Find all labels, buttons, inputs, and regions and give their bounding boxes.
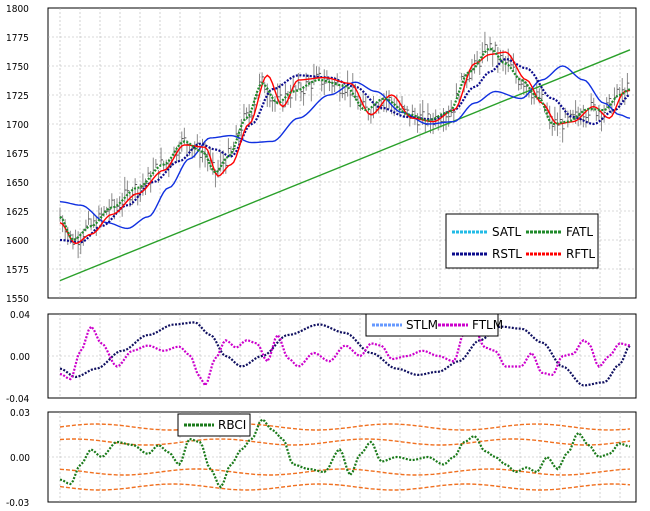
- rbci-band-line: [59, 438, 631, 446]
- rbci-gridlines: [48, 412, 636, 502]
- stlm-slow-line: [59, 321, 631, 387]
- legend-label-satl: SATL: [492, 225, 521, 239]
- stlm-ftlm-series: [59, 321, 631, 388]
- stlm-tick-label: 0.04: [10, 310, 30, 321]
- price-series: [59, 47, 631, 282]
- stlm-tick-label: -0.04: [6, 394, 30, 405]
- rbci-band-line: [59, 483, 631, 491]
- legend-box: [365, 313, 499, 337]
- rbci-tick-label: 0.00: [10, 453, 30, 464]
- legend-label-rstl: RSTL: [492, 247, 522, 261]
- rbci-series: [59, 418, 631, 491]
- price-panel: 1800 1775 1750 1725 1700 1675 1650 1625 …: [6, 4, 637, 305]
- rbci-tick-label: 0.03: [10, 408, 30, 419]
- price-tick-label: 1575: [6, 265, 29, 276]
- rftl-line: [59, 51, 631, 245]
- rbci-line: [59, 418, 631, 489]
- legend-label-ftlm: FTLM: [472, 318, 503, 332]
- price-y-ticks: 1800 1775 1750 1725 1700 1675 1650 1625 …: [6, 4, 29, 305]
- price-tick-label: 1775: [6, 33, 29, 44]
- price-tick-label: 1600: [6, 236, 29, 247]
- trend-line: [59, 49, 631, 282]
- rbci-panel: 0.03 0.00 -0.03 RBCI: [6, 408, 637, 509]
- price-tick-label: 1700: [6, 120, 29, 131]
- price-tick-label: 1800: [6, 4, 29, 15]
- rbci-tick-label: -0.03: [6, 498, 29, 509]
- price-tick-label: 1550: [6, 294, 29, 305]
- legend-label-fatl: FATL: [566, 225, 593, 239]
- legend-label-stlm: STLM: [406, 318, 438, 332]
- price-tick-label: 1650: [6, 178, 29, 189]
- fatl-line: [59, 47, 631, 242]
- rbci-band-line: [59, 468, 631, 476]
- price-legend: SATL FATL RSTL RFTL: [445, 213, 599, 269]
- rstl-line: [59, 57, 631, 244]
- rbci-legend: RBCI: [177, 413, 251, 437]
- price-tick-label: 1675: [6, 149, 29, 160]
- rbci-band-line: [59, 423, 631, 431]
- legend-box: [445, 213, 599, 269]
- legend-label-rbci: RBCI: [218, 418, 246, 432]
- price-tick-label: 1625: [6, 207, 29, 218]
- price-tick-label: 1725: [6, 91, 29, 102]
- ftlm-line: [59, 324, 631, 388]
- stlm-ftlm-legend: STLM FTLM: [365, 313, 503, 337]
- legend-label-rftl: RFTL: [566, 247, 595, 261]
- stlm-ftlm-panel: 0.04 0.00 -0.04 STLM FTLM: [6, 310, 637, 405]
- price-gridlines: [48, 8, 636, 298]
- stlm-tick-label: 0.00: [10, 352, 30, 363]
- price-tick-label: 1750: [6, 62, 29, 73]
